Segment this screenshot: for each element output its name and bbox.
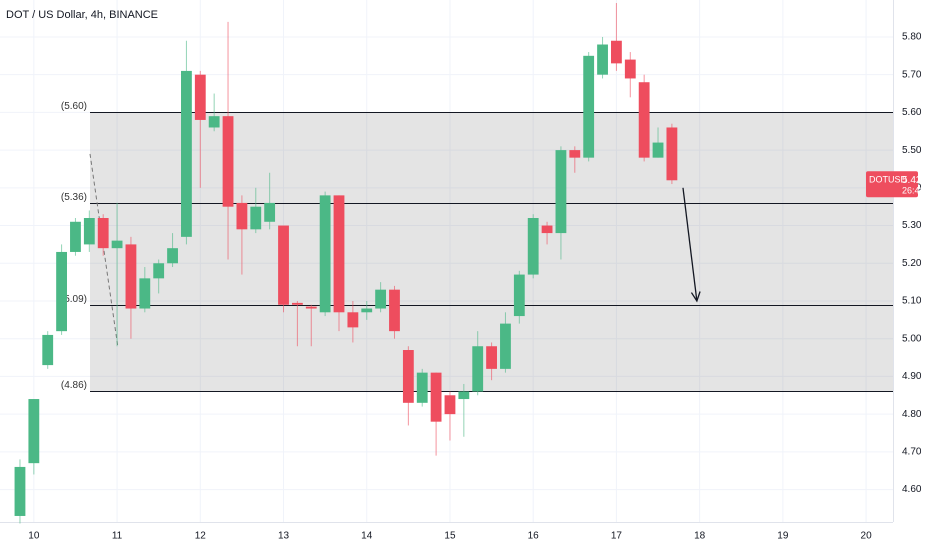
candle-body	[111, 240, 123, 249]
candle-body	[194, 74, 206, 120]
candle-body	[430, 372, 442, 422]
y-tick-label: 5.10	[902, 296, 922, 307]
y-tick-label: 4.60	[902, 484, 922, 495]
x-tick-label: 18	[694, 531, 706, 542]
candle-body	[597, 44, 608, 75]
candle-body	[28, 399, 40, 464]
candle-body	[569, 150, 581, 158]
y-tick-label: 4.90	[902, 371, 922, 382]
price-tag-price: 5.42	[902, 175, 922, 186]
price-tag-countdown: 26:42	[902, 186, 925, 196]
y-tick-label: 4.80	[902, 409, 922, 420]
candle-body	[70, 221, 81, 252]
y-tick-label: 5.70	[902, 69, 922, 80]
candle-body	[347, 312, 359, 328]
candle-body	[624, 59, 636, 79]
y-tick-label: 5.00	[902, 333, 922, 344]
candle-body	[652, 142, 664, 158]
y-tick-label: 5.20	[902, 258, 922, 269]
candle-body	[458, 391, 470, 400]
y-tick-label: 5.50	[902, 145, 922, 156]
candle-body	[513, 274, 525, 317]
arrow-head	[690, 291, 701, 303]
x-tick-label: 14	[361, 531, 373, 542]
y-tick-label: 4.70	[902, 446, 922, 457]
x-tick-label: 10	[28, 531, 40, 542]
x-tick-label: 11	[112, 531, 123, 542]
level-label: (5.09)	[61, 294, 87, 305]
candle-body	[56, 251, 67, 332]
axes: 4.604.704.804.905.005.105.205.305.405.50…	[28, 32, 924, 542]
level-label: (4.86)	[61, 380, 87, 391]
candle-body	[291, 302, 303, 305]
x-tick-label: 17	[611, 531, 623, 542]
x-tick-label: 12	[195, 531, 207, 542]
y-tick-label: 5.30	[902, 220, 922, 231]
candle-body	[208, 116, 220, 128]
candle-body	[14, 466, 26, 516]
price-tag-symbol: DOTUSD	[869, 175, 908, 185]
level-label: (5.36)	[61, 192, 87, 203]
candle-body	[139, 278, 151, 309]
candles	[14, 3, 678, 524]
candle-body	[402, 350, 414, 403]
candle-body	[486, 346, 497, 369]
candle-body	[278, 225, 289, 305]
x-tick-label: 16	[528, 531, 540, 542]
candle-body	[638, 82, 650, 158]
candle-body	[527, 218, 539, 275]
x-tick-label: 15	[444, 531, 456, 542]
candle-body	[500, 323, 511, 369]
candle-body	[181, 70, 192, 237]
candle-body	[153, 263, 165, 279]
candle-body	[42, 334, 54, 366]
candle-body	[555, 150, 567, 234]
candle-body	[83, 218, 95, 245]
candle-body	[319, 195, 331, 313]
dashed-trend-line	[89, 153, 119, 347]
chart-title: DOT / US Dollar, 4h, BINANCE	[6, 9, 158, 21]
candle-body	[361, 308, 373, 313]
candle-body	[666, 127, 678, 181]
candle-body	[541, 225, 553, 234]
candle-body	[583, 55, 595, 158]
level-label: (5.60)	[61, 101, 87, 112]
candle-body	[416, 372, 428, 403]
candle-body	[444, 395, 456, 415]
candle-body	[611, 40, 622, 64]
arrow-line	[682, 187, 698, 302]
x-tick-label: 13	[278, 531, 290, 542]
candle-body	[389, 289, 400, 332]
price-tag-box	[866, 171, 918, 198]
candle-body	[222, 116, 234, 207]
candle-body	[305, 306, 317, 309]
candle-body	[125, 244, 137, 309]
candle-body	[236, 202, 248, 230]
candle-body	[250, 206, 262, 230]
candle-body	[167, 248, 178, 264]
candle-body	[375, 289, 387, 309]
candle-body	[264, 202, 276, 222]
candle-body	[472, 346, 484, 392]
y-tick-label: 5.80	[902, 32, 922, 43]
candle-body	[333, 195, 345, 313]
candle-body	[97, 218, 109, 249]
y-tick-label: 5.60	[902, 107, 922, 118]
x-tick-label: 20	[861, 531, 873, 542]
x-tick-label: 19	[777, 531, 789, 542]
